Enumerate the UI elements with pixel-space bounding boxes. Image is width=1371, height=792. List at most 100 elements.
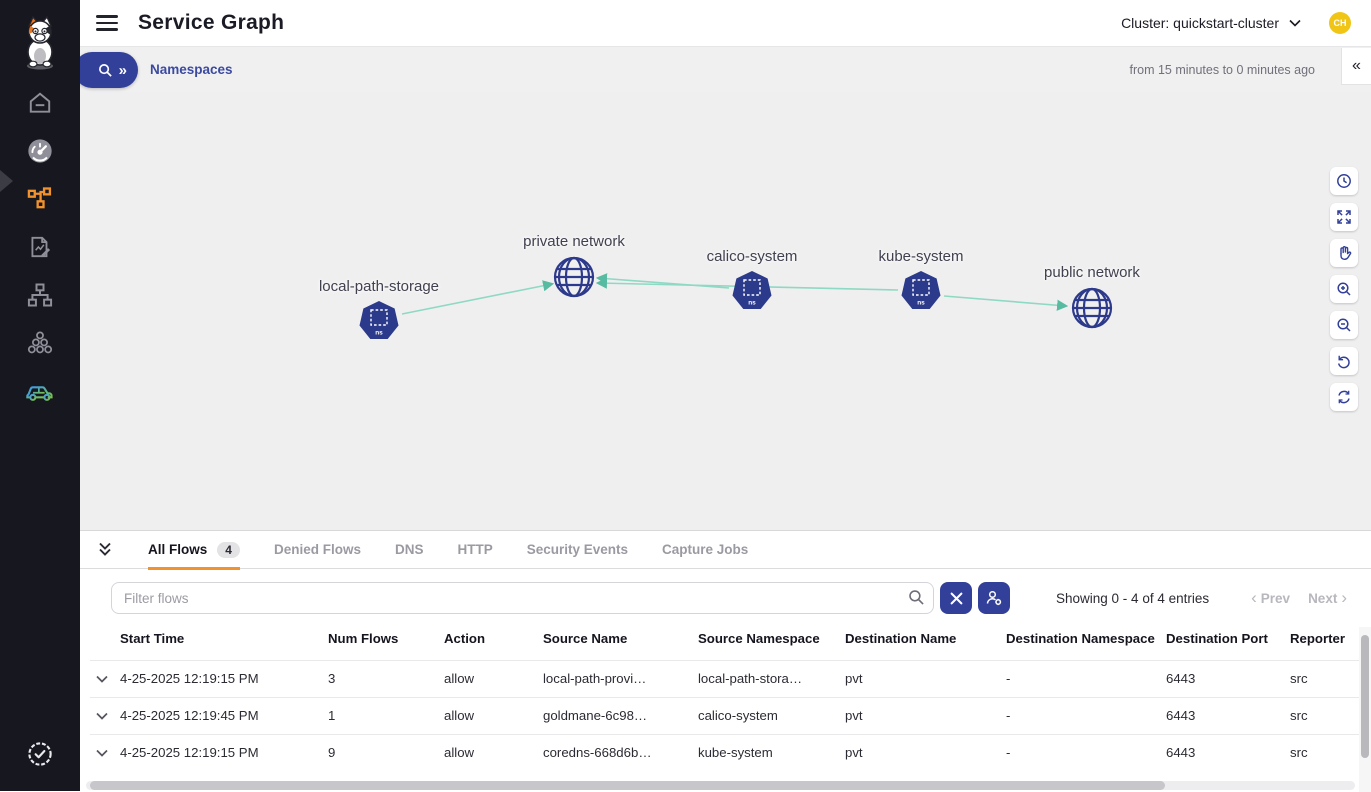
- sidebar-item-network[interactable]: [16, 278, 64, 312]
- zoom-out-button[interactable]: [1330, 311, 1358, 339]
- col-start-time[interactable]: Start Time: [120, 631, 185, 646]
- globe-icon: [553, 256, 595, 298]
- flows-filter-row: Showing 0 - 4 of 4 entries ‹Prev Next›: [80, 569, 1371, 623]
- sidebar: [0, 0, 80, 791]
- fit-screen-icon: [1337, 210, 1351, 224]
- filter-flows-input[interactable]: [111, 582, 934, 614]
- avatar[interactable]: CH: [1329, 12, 1351, 34]
- graph-node-public-network[interactable]: public network: [997, 264, 1187, 330]
- breadcrumb[interactable]: Namespaces: [150, 62, 233, 77]
- tab-denied-flows[interactable]: Denied Flows: [273, 542, 361, 557]
- flows-panel: All Flows 4 Denied Flows DNS HTTP Securi…: [80, 530, 1371, 792]
- globe-icon: [1071, 287, 1113, 329]
- namespace-icon: ns: [901, 271, 941, 309]
- car-icon: [26, 386, 53, 401]
- col-destination-port[interactable]: Destination Port: [1166, 631, 1268, 646]
- pan-hand-icon: [1340, 246, 1352, 260]
- tab-capture-jobs[interactable]: Capture Jobs: [662, 542, 749, 557]
- col-source-name[interactable]: Source Name: [543, 631, 628, 646]
- col-num-flows[interactable]: Num Flows: [328, 631, 399, 646]
- clear-filter-button[interactable]: [940, 582, 972, 614]
- tab-dns[interactable]: DNS: [394, 542, 424, 557]
- graph-node-calico-system[interactable]: calico-system ns: [657, 248, 847, 312]
- undo-layout-button[interactable]: [1330, 347, 1358, 375]
- graph-node-kube-system[interactable]: kube-system ns: [826, 248, 1016, 312]
- menu-icon[interactable]: [96, 15, 118, 31]
- app-header: Service Graph Cluster: quickstart-cluste…: [80, 0, 1371, 47]
- chevrons-right-icon: »: [118, 61, 127, 79]
- sidebar-item-verified[interactable]: [0, 739, 80, 769]
- service-graph-icon: [27, 187, 52, 209]
- vertical-scrollbar-thumb[interactable]: [1361, 635, 1369, 758]
- search-icon: [98, 63, 112, 77]
- all-flows-count-badge: 4: [217, 541, 240, 558]
- chevron-down-icon: [1289, 19, 1301, 27]
- undo-icon: [1337, 355, 1350, 369]
- svg-text:ns: ns: [748, 300, 756, 307]
- zoom-out-icon: [1337, 318, 1351, 332]
- search-icon: [909, 590, 924, 605]
- tab-security-events[interactable]: Security Events: [526, 542, 629, 557]
- table-header-row: Start Time Num Flows Action Source Name …: [90, 623, 1371, 660]
- tab-http[interactable]: HTTP: [457, 542, 493, 557]
- time-range-label: from 15 minutes to 0 minutes ago: [1129, 62, 1315, 77]
- home-icon: [29, 92, 51, 113]
- flows-table-wrapper: Start Time Num Flows Action Source Name …: [80, 623, 1371, 771]
- calico-cat-logo[interactable]: [20, 14, 60, 77]
- sidebar-item-home[interactable]: [16, 86, 64, 120]
- collapse-right-panel-button[interactable]: «: [1341, 48, 1371, 85]
- collapse-panel-button[interactable]: [96, 542, 114, 558]
- sidebar-item-service-graph[interactable]: [16, 182, 64, 216]
- refresh-icon: [1338, 390, 1350, 404]
- namespace-icon: ns: [359, 301, 399, 339]
- active-nav-wedge: [0, 170, 13, 192]
- tab-all-flows[interactable]: All Flows 4: [148, 531, 240, 570]
- col-destination-name[interactable]: Destination Name: [845, 631, 957, 646]
- expand-row-icon[interactable]: [96, 712, 108, 720]
- flows-table: Start Time Num Flows Action Source Name …: [90, 623, 1371, 771]
- cluster-nodes-icon: [27, 331, 53, 354]
- pagination: ‹ Prev Next ›: [1251, 588, 1347, 608]
- sidebar-item-clusters[interactable]: [16, 326, 64, 360]
- entries-count-label: Showing 0 - 4 of 4 entries: [1056, 590, 1210, 606]
- table-row[interactable]: 4-25-2025 12:19:45 PM 1 allow goldmane-6…: [90, 696, 1371, 734]
- report-edit-icon: [31, 236, 51, 258]
- sidebar-item-vehicle[interactable]: [16, 374, 64, 408]
- col-source-namespace[interactable]: Source Namespace: [698, 631, 820, 646]
- expand-row-icon[interactable]: [96, 749, 108, 757]
- customize-columns-button[interactable]: [978, 582, 1010, 614]
- flows-tabbar: All Flows 4 Denied Flows DNS HTTP Securi…: [80, 531, 1371, 570]
- chevrons-down-icon: [99, 542, 111, 556]
- graph-node-local-path-storage[interactable]: local-path-storage ns: [284, 278, 474, 342]
- prev-page-button[interactable]: ‹ Prev: [1251, 588, 1291, 607]
- sidebar-item-reports[interactable]: [16, 230, 64, 264]
- service-graph-canvas[interactable]: local-path-storage ns private network ca…: [80, 92, 1371, 530]
- network-sitemap-icon: [27, 283, 53, 307]
- col-destination-namespace[interactable]: Destination Namespace: [1006, 631, 1155, 646]
- next-page-button[interactable]: Next ›: [1308, 588, 1347, 607]
- col-reporter[interactable]: Reporter: [1290, 631, 1345, 646]
- clock-icon: [1337, 174, 1351, 188]
- dashboard-gauge-icon: [28, 139, 52, 163]
- zoom-in-button[interactable]: [1330, 275, 1358, 303]
- graph-tools: [1330, 167, 1358, 411]
- refresh-button[interactable]: [1330, 383, 1358, 411]
- page-title: Service Graph: [138, 11, 285, 34]
- graph-toolbar: » Namespaces from 15 minutes to 0 minute…: [74, 47, 1371, 92]
- svg-text:ns: ns: [375, 330, 383, 337]
- horizontal-scrollbar-thumb[interactable]: [90, 781, 1165, 790]
- cluster-selector-label: Cluster: quickstart-cluster: [1121, 15, 1279, 31]
- user-gear-icon: [986, 590, 1002, 606]
- fit-screen-button[interactable]: [1330, 203, 1358, 231]
- table-row[interactable]: 4-25-2025 12:19:15 PM 9 allow coredns-66…: [90, 733, 1371, 771]
- pan-button[interactable]: [1330, 239, 1358, 267]
- col-action[interactable]: Action: [444, 631, 486, 646]
- time-settings-button[interactable]: [1330, 167, 1358, 195]
- expand-row-icon[interactable]: [96, 675, 108, 683]
- sidebar-item-dashboard[interactable]: [16, 134, 64, 168]
- graph-node-private-network[interactable]: private network: [479, 233, 669, 299]
- svg-text:ns: ns: [917, 300, 925, 307]
- search-expand-button[interactable]: »: [74, 52, 138, 88]
- table-row[interactable]: 4-25-2025 12:19:15 PM 3 allow local-path…: [90, 659, 1371, 697]
- cluster-selector[interactable]: Cluster: quickstart-cluster: [1121, 15, 1301, 31]
